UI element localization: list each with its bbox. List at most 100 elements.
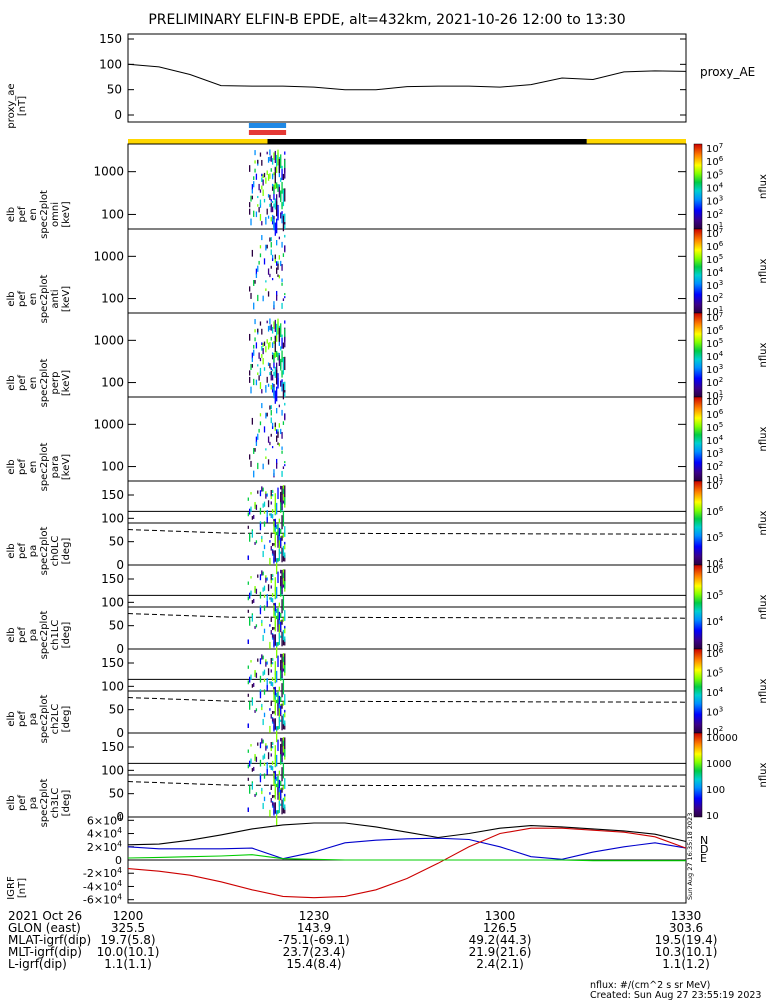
spectrogram-pixel <box>254 710 256 713</box>
spectrogram-pixel <box>284 709 286 713</box>
spectrogram-pixel <box>273 469 275 477</box>
spectrogram-pixel <box>277 691 279 706</box>
colorbar-tick: 105 <box>706 531 723 544</box>
spectrogram-pixel <box>274 426 276 431</box>
spectrogram-pixel <box>253 279 255 286</box>
spectrogram-pixel <box>280 177 282 182</box>
spectrogram-pixel <box>273 340 275 344</box>
spectrogram-pixel <box>273 605 275 618</box>
legend-igrf: E <box>700 852 707 865</box>
spectrogram-pixel <box>273 809 275 814</box>
spectrogram-pixel <box>249 208 251 215</box>
colorbar-tick: 101 <box>706 389 723 402</box>
spectrogram-pixel <box>249 592 251 599</box>
spectrogram-pixel <box>284 296 286 299</box>
spectrogram-pixel <box>281 703 283 709</box>
colorbar-label: nflux <box>758 678 769 703</box>
spectrogram-pixel <box>262 503 264 508</box>
spectrogram-pixel <box>265 346 267 353</box>
spectrogram-pixel <box>282 640 285 646</box>
spectrogram-pixel <box>266 762 268 767</box>
spectrogram-pixel <box>259 189 262 193</box>
spectrogram-pixel <box>262 348 264 355</box>
spectrogram-pixel <box>280 670 282 681</box>
spectrogram-pixel <box>276 642 278 659</box>
footer-row-value: 2.4(2.1) <box>476 957 524 971</box>
spectrogram-pixel <box>276 810 278 827</box>
spectrogram-pixel <box>284 167 286 179</box>
spectrogram-pixel <box>254 794 256 797</box>
spectrogram-pixel <box>274 671 276 683</box>
spectrogram-pixel <box>251 698 254 706</box>
footer-row-value: 15.4(8.4) <box>286 957 341 971</box>
spectrogram-pixel <box>266 510 268 515</box>
spectrogram-pixel <box>284 806 286 814</box>
ytick-spec2plot_ch2LC: 50 <box>109 703 124 717</box>
spectrogram-pixel <box>249 370 251 376</box>
ytick-spec2plot_ch2LC: 100 <box>101 679 124 693</box>
spectrogram-pixel <box>270 574 272 581</box>
spectrogram-pixel <box>266 517 268 523</box>
ytick-spec2plot_ch2LC: 0 <box>116 726 124 740</box>
spectrogram-pixel <box>281 683 283 698</box>
spectrogram-pixel <box>263 501 266 507</box>
spectrogram-pixel <box>280 212 282 219</box>
spectrogram-pixel <box>278 695 281 705</box>
spectrogram-pixel <box>265 288 267 291</box>
spectrogram-pixel <box>278 255 281 260</box>
ytick-spec2plot_ch0LC: 50 <box>109 535 124 549</box>
spectrogram-pixel <box>267 215 270 219</box>
spectrogram-pixel <box>262 755 264 760</box>
spectrogram-pixel <box>262 718 264 726</box>
ytick-igrf: 6×104 <box>87 813 122 827</box>
spectrogram-pixel <box>281 337 283 349</box>
spectrogram-pixel <box>271 490 274 493</box>
spectrogram-pixel <box>255 624 258 628</box>
spectrogram-pixel <box>282 190 285 207</box>
spectrogram-pixel <box>280 780 282 786</box>
spectrogram-pixel <box>247 555 249 560</box>
ylabel-spec2plot_ch0LC-line: [deg] <box>61 538 72 565</box>
ylabel-spec2plot_anti-line: [keV] <box>61 286 72 312</box>
spectrogram-pixel <box>263 367 266 371</box>
spectrogram-pixel <box>253 598 255 603</box>
colorbar-tick: 101 <box>706 305 723 318</box>
spectrogram-pixel <box>278 792 281 807</box>
footer-row-label: MLT-igrf(dip) <box>8 945 82 959</box>
spectrogram-pixel <box>261 346 263 351</box>
spectrogram-pixel <box>284 461 286 464</box>
spectrogram-pixel <box>263 258 266 265</box>
footer-row-value: 1.1(1.1) <box>104 957 152 971</box>
ylabel-spec2plot_ch3LC-line: elb <box>6 795 17 810</box>
spectrogram-pixel <box>263 796 266 802</box>
spectrogram-pixel <box>255 441 258 446</box>
spectrogram-pixel <box>281 165 283 170</box>
ytick-spec2plot_ch0LC: 100 <box>101 511 124 525</box>
spectrogram-pixel <box>278 602 281 608</box>
footer-row-value: 1230 <box>299 909 330 923</box>
spectrogram-pixel <box>266 769 268 775</box>
spectrogram-pixel <box>280 260 282 267</box>
spectrogram-pixel <box>267 325 270 332</box>
ytick-spec2plot_anti: 1000 <box>93 249 124 263</box>
spectrogram-pixel <box>255 792 258 796</box>
spectrogram-pixel <box>255 504 258 510</box>
spectrogram-pixel <box>271 766 274 771</box>
spectrogram-pixel <box>282 253 285 257</box>
spectrogram-pixel <box>262 655 264 660</box>
spectrogram-pixel <box>266 244 268 249</box>
spectrogram-pixel <box>253 302 255 310</box>
spectrogram-pixel <box>270 714 272 719</box>
spectrogram-pixel <box>281 264 283 271</box>
panel-frame-spec2plot_perp <box>127 312 687 398</box>
spectrogram-pixel <box>259 490 262 497</box>
spectrogram-pixel <box>254 337 256 342</box>
legend-igrf: N <box>700 834 708 847</box>
spectrogram-pixel <box>265 575 267 578</box>
spectrogram-pixel <box>282 656 285 663</box>
colorbar-label: nflux <box>758 762 769 787</box>
spectrogram-pixel <box>274 529 276 542</box>
spectrogram-pixel <box>250 744 252 747</box>
spectrogram-pixel <box>281 432 283 439</box>
ylabel-spec2plot_anti-line: elb <box>6 291 17 306</box>
